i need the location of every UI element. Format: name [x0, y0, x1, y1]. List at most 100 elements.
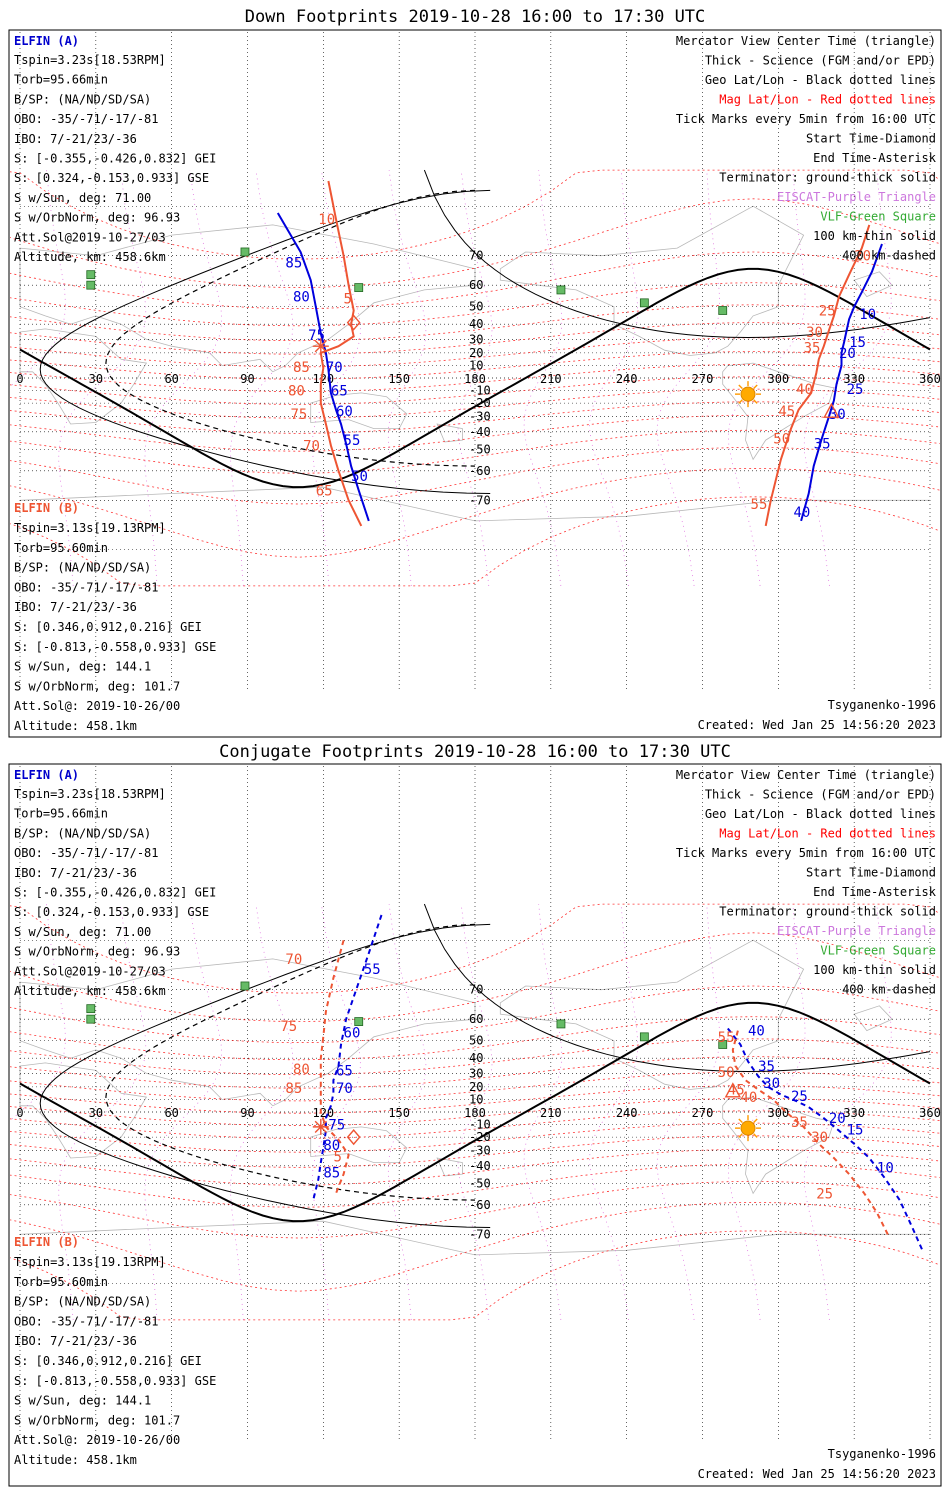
- elfin-a-line: B/SP: (NA/ND/SD/SA): [14, 92, 151, 106]
- elfin-a-line: Torb=95.66min: [14, 73, 108, 87]
- track-elfin-a-label: 60: [344, 1026, 361, 1042]
- elfin-b-line: S w/OrbNorm, deg: 101.7: [14, 1413, 180, 1427]
- elfin-b-line: S: [0.346,0.912,0.216] GEI: [14, 1354, 202, 1368]
- legend-line: 100 km-thin solid: [813, 963, 936, 977]
- elfin-b-line: Torb=95.60min: [14, 541, 108, 555]
- legend-line: Mercator View Center Time (triangle): [676, 768, 936, 782]
- model-label: Tsyganenko-1996: [828, 698, 936, 712]
- legend-line: Start Time-Diamond: [806, 132, 936, 146]
- vlf-square: [240, 981, 250, 991]
- terminator-ground: [19, 1001, 931, 1223]
- track-elfin-b-label: 10: [318, 212, 335, 228]
- track-elfin-a-east-label: 25: [791, 1089, 808, 1105]
- track-elfin-a-east-label: 35: [758, 1059, 775, 1075]
- lat-label: -70: [469, 493, 491, 507]
- created-label: Created: Wed Jan 25 14:56:20 2023: [698, 718, 936, 732]
- elfin-a-line: S w/OrbNorm, deg: 96.93: [14, 945, 180, 959]
- lon-label: 60: [164, 372, 178, 386]
- legend-line: Mercator View Center Time (triangle): [676, 34, 936, 48]
- geo-grid: [19, 766, 931, 1441]
- track-elfin-a-label: 55: [344, 433, 361, 449]
- track-elfin-a-label: 65: [336, 1063, 353, 1079]
- lon-label: 360: [919, 372, 941, 386]
- track-elfin-b-east-label: 55: [751, 497, 768, 513]
- legend-line: Thick - Science (FGM and/or EPD): [705, 788, 936, 802]
- track-elfin-a-east-label: 10: [859, 307, 876, 323]
- legend-line: Terminator: ground-thick solid: [719, 171, 936, 185]
- lon-label: 30: [89, 372, 103, 386]
- lat-label: 60: [469, 1012, 483, 1026]
- lat-label: 50: [469, 300, 483, 314]
- track-elfin-b-east-label: 45: [778, 404, 795, 420]
- lat-label: 30: [469, 332, 483, 346]
- track-elfin-b-east-label: 20: [854, 249, 871, 265]
- elfin-b-line: Altitude: 458.1km: [14, 1453, 137, 1467]
- vlf-square: [86, 270, 96, 280]
- track-elfin-a-label: 55: [364, 962, 381, 978]
- start-diamond: [346, 314, 361, 331]
- lon-label: 150: [388, 1106, 410, 1120]
- track-elfin-a-label: 80: [323, 1138, 340, 1154]
- track-elfin-b-east-label: 50: [718, 1065, 735, 1081]
- elfin-b-line: Att.Sol@: 2019-10-26/00: [14, 699, 180, 713]
- legend-line: 100 km-thin solid: [813, 229, 936, 243]
- elfin-b-line: B/SP: (NA/ND/SD/SA): [14, 561, 151, 575]
- panel-title: Down Footprints 2019-10-28 16:00 to 17:3…: [245, 7, 706, 27]
- lon-label: 300: [767, 372, 789, 386]
- lat-label: -70: [469, 1227, 491, 1241]
- panel-conjugate: Conjugate Footprints 2019-10-28 16:00 to…: [8, 742, 942, 1487]
- legend-line: EISCAT-Purple Triangle: [777, 190, 936, 204]
- lat-label: 40: [469, 1051, 483, 1065]
- elfin-b-line: S w/Sun, deg: 144.1: [14, 660, 151, 674]
- lat-label: -40: [469, 425, 491, 439]
- legend-line: Geo Lat/Lon - Black dotted lines: [705, 807, 936, 821]
- elfin-b-line: S w/OrbNorm, deg: 101.7: [14, 679, 180, 693]
- track-elfin-b-east: [731, 1030, 891, 1239]
- lon-label: 240: [616, 1106, 638, 1120]
- vlf-square: [718, 306, 728, 315]
- elfin-a-line: S w/Sun, deg: 71.00: [14, 191, 151, 205]
- elfin-b-line: OBO: -35/-71/-17/-81: [14, 1314, 159, 1328]
- track-elfin-a-east: [727, 1027, 924, 1251]
- lat-label: 20: [469, 1080, 483, 1094]
- panel-title: Conjugate Footprints 2019-10-28 16:00 to…: [219, 742, 731, 762]
- elfin-a-line: B/SP: (NA/ND/SD/SA): [14, 826, 151, 840]
- center-triangle: [724, 1082, 742, 1098]
- elfin-a-line: S: [-0.355,-0.426,0.832] GEI: [14, 886, 216, 900]
- elfin-b-line: Tspin=3.13s[19.13RPM]: [14, 521, 166, 535]
- lon-label: 330: [843, 372, 865, 386]
- elfin-a-line: Altitude, km: 458.6km: [14, 250, 166, 264]
- lon-label: 360: [919, 1106, 941, 1120]
- track-elfin-a-label: 50: [351, 469, 368, 485]
- lon-label: 180: [464, 1106, 486, 1120]
- shell-400km: [105, 923, 476, 1201]
- lat-label: 70: [469, 983, 483, 997]
- legend-line: Thick - Science (FGM and/or EPD): [705, 54, 936, 68]
- lon-label: 180: [464, 372, 486, 386]
- track-elfin-b-label: 70: [285, 952, 302, 968]
- model-label: Tsyganenko-1996: [828, 1447, 936, 1461]
- created-label: Created: Wed Jan 25 14:56:20 2023: [698, 1467, 936, 1481]
- elfin-b-line: S: [-0.813,-0.558,0.933] GSE: [14, 640, 216, 654]
- center-triangle: [823, 402, 840, 418]
- lon-label: 0: [16, 1106, 23, 1120]
- elfin-a-line: Tspin=3.23s[18.53RPM]: [14, 53, 166, 67]
- lon-label: 30: [89, 1106, 103, 1120]
- lat-label: -10: [469, 383, 491, 397]
- map-frame: [8, 29, 942, 738]
- track-elfin-a-east: [800, 243, 883, 522]
- track-elfin-b-east-label: 40: [796, 382, 813, 398]
- track-elfin-b-east-label: 25: [819, 303, 836, 319]
- track-elfin-a-east-label: 40: [794, 505, 811, 521]
- lat-label: 50: [469, 1034, 483, 1048]
- lon-label: 210: [540, 1106, 562, 1120]
- lat-label: 20: [469, 346, 483, 360]
- track-elfin-a-label: 70: [326, 360, 343, 376]
- track-elfin-b-label: 80: [288, 383, 305, 399]
- track-elfin-b-label: 70: [303, 439, 320, 455]
- legend-line: VLF-Green Square: [820, 944, 936, 958]
- track-elfin-b-east-label: 35: [791, 1115, 808, 1131]
- vlf-square: [86, 1014, 96, 1024]
- shell-400km: [105, 189, 476, 467]
- vlf-square: [354, 1017, 364, 1026]
